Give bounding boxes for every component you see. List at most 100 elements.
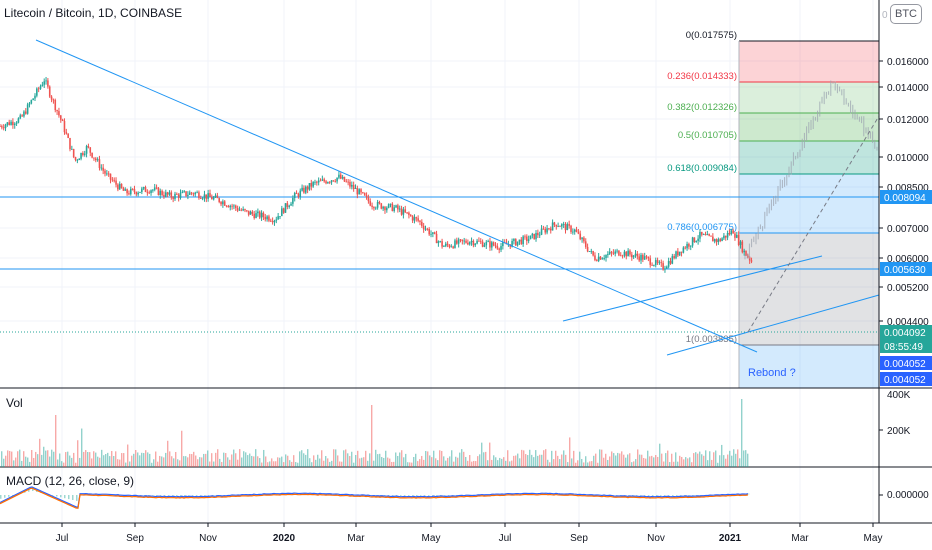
candle-body — [212, 197, 215, 200]
volume-bar — [31, 450, 33, 467]
volume-bar — [215, 452, 217, 467]
volume-bar — [707, 460, 709, 467]
volume-bar — [95, 452, 97, 467]
candle-body — [170, 192, 173, 198]
volume-bar — [737, 449, 739, 467]
volume-bar — [373, 460, 375, 467]
macd-histogram — [144, 495, 146, 496]
volume-bar — [581, 458, 583, 467]
candle-body — [647, 257, 650, 259]
volume-bar — [369, 453, 371, 467]
candle-body — [452, 246, 454, 248]
volume-bar — [539, 454, 541, 467]
candle-body — [161, 190, 163, 195]
candle-body — [619, 255, 622, 257]
volume-bar — [141, 452, 143, 467]
volume-bar — [153, 459, 155, 467]
volume-bar — [167, 440, 169, 467]
chart-title: Litecoin / Bitcoin, 1D, COINBASE — [4, 6, 183, 20]
candle-body — [406, 212, 408, 214]
price-tick-label: 0.016000 — [887, 57, 929, 68]
candle-body — [59, 115, 62, 120]
rebond-annotation: Rebond ? — [748, 367, 796, 379]
candle-body — [432, 232, 434, 234]
volume-bar — [745, 450, 747, 467]
candle-body — [397, 205, 399, 210]
volume-bar — [79, 457, 81, 467]
candle-body — [128, 193, 130, 195]
volume-bar — [421, 455, 423, 467]
fib-retracement — [738, 40, 879, 388]
candle-body — [211, 196, 213, 200]
candle-body — [345, 181, 348, 183]
volume-bar — [445, 460, 447, 467]
volume-bar — [621, 451, 623, 467]
macd-histogram — [684, 495, 686, 496]
candle-body — [45, 80, 47, 82]
macd-histogram — [52, 495, 54, 496]
volume-bar — [93, 451, 95, 467]
candle-body — [456, 240, 458, 244]
candle-body — [535, 232, 537, 240]
candle-body — [319, 180, 322, 182]
candle-body — [699, 231, 701, 239]
candle-body — [163, 194, 165, 197]
volume-bar — [151, 462, 153, 467]
candle-body — [411, 216, 414, 221]
volume-bar — [663, 461, 665, 467]
candle-body — [240, 209, 243, 211]
macd-histogram — [200, 495, 202, 496]
candle-body — [152, 189, 154, 191]
volume-bar — [701, 454, 703, 467]
volume-bar — [59, 453, 61, 467]
volume-bar — [571, 458, 573, 467]
volume-bar — [561, 454, 563, 467]
candle-body — [325, 181, 327, 184]
volume-bar — [117, 459, 119, 467]
macd-histogram — [652, 495, 654, 496]
volume-bar — [245, 452, 247, 467]
volume-bar — [9, 450, 11, 467]
candle-body — [94, 158, 97, 161]
candle-body — [281, 208, 283, 217]
candle-body — [575, 229, 578, 232]
volume-bar — [69, 455, 71, 467]
time-tick-label: Sep — [570, 533, 588, 544]
volume-bar — [609, 456, 611, 467]
candle-body — [522, 236, 524, 245]
fib-zone — [739, 141, 879, 174]
volume-bar — [593, 455, 595, 467]
volume-bar — [431, 457, 433, 467]
volume-bar — [597, 462, 599, 467]
candle-body — [413, 217, 416, 221]
volume-bar — [323, 460, 325, 467]
fib-zone — [739, 82, 879, 113]
candle-body — [689, 245, 692, 247]
volume-bar — [27, 457, 29, 467]
candle-body — [30, 100, 33, 104]
volume-bar — [579, 451, 581, 467]
candle-body — [13, 123, 16, 126]
candle-body — [76, 160, 79, 161]
candle-body — [24, 111, 27, 114]
volume-bar — [407, 462, 409, 467]
volume-bar — [47, 450, 49, 467]
volume-bar — [471, 461, 473, 467]
candle-body — [514, 239, 517, 246]
volume-bar — [175, 451, 177, 467]
volume-bar — [21, 460, 23, 467]
candle-body — [150, 190, 152, 194]
candle-body — [334, 181, 337, 182]
candle-body — [446, 243, 449, 246]
candle-body — [745, 250, 747, 256]
volume-bar — [271, 458, 273, 467]
currency-button[interactable]: BTC — [890, 4, 922, 24]
candle-body — [382, 206, 384, 209]
time-tick-label: Mar — [347, 533, 365, 544]
volume-bar — [617, 452, 619, 467]
volume-bar — [187, 457, 189, 467]
volume-bar — [341, 461, 343, 467]
candle-body — [666, 266, 668, 269]
candle-body — [107, 173, 110, 175]
